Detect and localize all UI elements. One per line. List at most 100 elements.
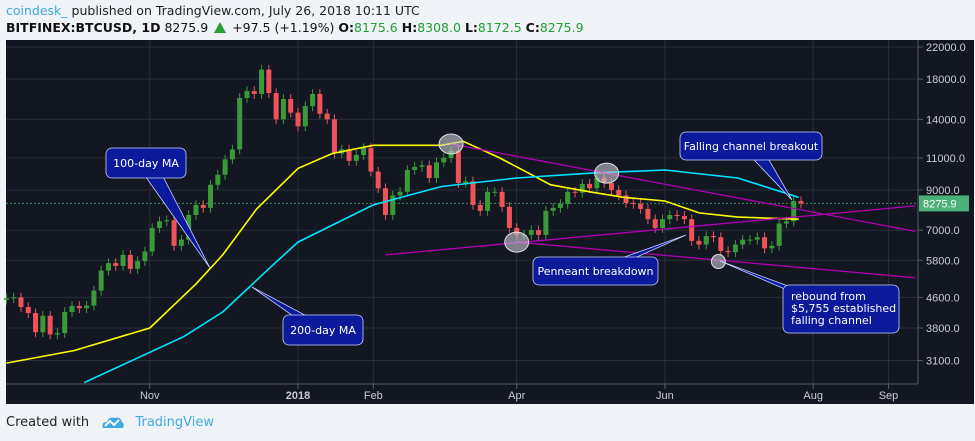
candle-body	[455, 150, 461, 184]
candle-body	[703, 236, 709, 245]
callouts: 100-day MA 200-day MA Falling channel brea…	[105, 131, 900, 346]
publisher-link[interactable]: coindesk_	[6, 3, 68, 18]
candle-body	[689, 219, 695, 241]
candle-body	[798, 201, 804, 204]
candle-body	[528, 230, 534, 235]
candle-body	[616, 190, 622, 196]
candle-body	[259, 69, 265, 95]
candle-body	[725, 250, 731, 253]
candle-body	[317, 94, 323, 114]
candle-body	[142, 251, 148, 262]
callout-text: $5,755 established	[791, 302, 896, 315]
candle-body	[331, 119, 337, 154]
created-with-text: Created with	[6, 415, 90, 430]
chart-background	[6, 40, 974, 404]
triangle-up-icon	[214, 22, 227, 33]
x-tick-label: 2018	[286, 390, 310, 402]
candle-body	[390, 195, 396, 215]
candle-body	[54, 333, 60, 335]
candle-body	[696, 240, 702, 245]
callout-box	[282, 314, 364, 346]
tradingview-link[interactable]: TradingView	[135, 415, 214, 430]
open-label: O:	[338, 20, 354, 35]
candle-body	[149, 227, 155, 252]
candle-body	[762, 237, 768, 249]
y-tick-label: 11000.0	[926, 153, 965, 165]
y-tick-label: 3100.0	[926, 356, 960, 368]
candle-body	[222, 159, 228, 175]
candle-body	[375, 171, 381, 189]
candle-body	[62, 311, 68, 334]
candle-body	[776, 223, 782, 246]
last-price-label: 8275.9	[923, 198, 957, 210]
y-tick-label: 18000.0	[926, 74, 966, 86]
candle-body	[171, 220, 177, 246]
close-label: C:	[525, 20, 540, 35]
candle-body	[208, 184, 214, 208]
trendline	[450, 143, 916, 233]
candle-body	[477, 204, 483, 211]
candle-body	[215, 174, 221, 185]
candle-body	[280, 98, 286, 120]
candle-body	[419, 165, 425, 167]
candle-body	[91, 290, 97, 306]
candle-body	[113, 263, 119, 266]
candle-body	[404, 169, 410, 192]
candle-body	[18, 297, 24, 308]
candle-body	[754, 237, 760, 240]
callout-text: Penneant breakdown	[537, 265, 653, 278]
candle-body	[397, 191, 403, 196]
candle-body	[638, 203, 644, 209]
tradingview-cloud-icon	[102, 417, 125, 428]
candle-body	[295, 112, 301, 127]
ma-200-line	[83, 169, 799, 384]
y-tick-label: 7000.0	[926, 225, 960, 237]
candle-body	[536, 230, 542, 235]
candle-body	[506, 206, 512, 228]
candle-body	[33, 313, 39, 333]
high-label: H:	[401, 20, 418, 35]
candle-body	[251, 91, 257, 95]
time-axis[interactable]: Nov 2018 Feb Apr Jun Aug Sep	[140, 384, 898, 402]
candle-body	[594, 178, 600, 189]
candle-body	[76, 305, 82, 309]
callout-box	[105, 147, 187, 179]
candle-body	[791, 201, 797, 222]
candle-body	[69, 305, 75, 312]
candle-body	[47, 315, 53, 335]
candle-body	[412, 166, 418, 170]
price-axis[interactable]: 22000.0 18000.0 14000.0 11000.0 9000.0 7000.0…	[918, 42, 969, 368]
candle-body	[660, 219, 665, 228]
x-tick-label: Sep	[879, 390, 899, 402]
candle-body	[229, 149, 235, 160]
candle-body	[302, 106, 308, 127]
last-price-tag	[919, 195, 969, 212]
y-tick-label: 5800.0	[926, 255, 960, 267]
candle-body	[732, 244, 738, 253]
callout-box	[782, 284, 900, 334]
candle-body	[630, 202, 636, 204]
candle-body	[178, 239, 184, 246]
symbol-info: BITFINEX:BTCUSD, 1D 8275.9 +97.5 (+1.19%…	[6, 20, 584, 35]
candle-body	[470, 181, 476, 205]
candle-body	[288, 98, 294, 113]
candle-body	[623, 195, 629, 203]
candle-body	[645, 208, 651, 220]
candle-body	[156, 221, 162, 228]
highlight-circle	[504, 231, 530, 253]
candle-body	[105, 263, 111, 271]
candle-body	[368, 148, 374, 172]
callout-text: rebound from	[791, 290, 866, 303]
y-tick-label: 22000.0	[926, 42, 966, 54]
candle-body	[193, 204, 199, 215]
candle-body	[135, 261, 141, 269]
candle-body	[127, 254, 133, 269]
x-tick-label: Aug	[803, 390, 823, 402]
callout-text: falling channel	[791, 314, 872, 327]
y-tick-label: 4600.0	[926, 292, 960, 304]
candle-body	[711, 236, 717, 238]
candle-body	[674, 214, 680, 217]
candle-body	[273, 93, 279, 120]
candle-body	[543, 210, 549, 235]
